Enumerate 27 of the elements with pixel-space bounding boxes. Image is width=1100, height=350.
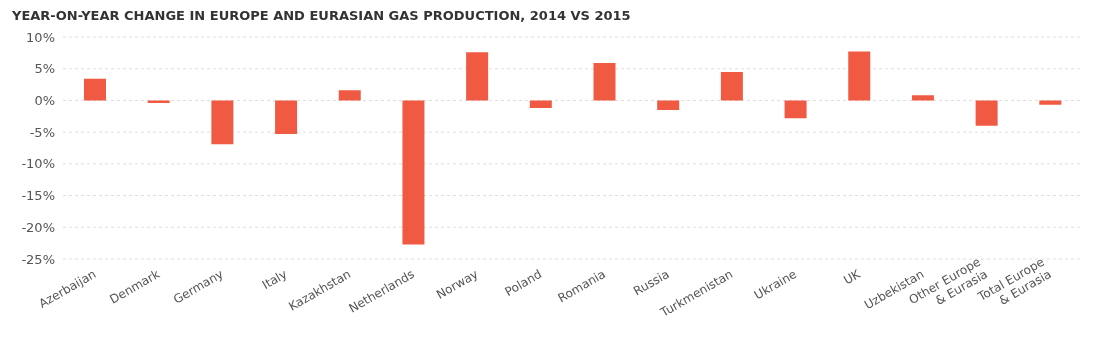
- y-tick-label: 5%: [34, 61, 55, 77]
- bar: [593, 63, 616, 101]
- bar: [784, 100, 807, 119]
- chart-title: YEAR-ON-YEAR CHANGE IN EUROPE AND EURASIAN GAS PRODUCTION, 2014 VS 2015: [11, 8, 632, 25]
- x-tick-label: Italy: [259, 266, 290, 293]
- bar: [84, 78, 106, 101]
- bar: [275, 100, 298, 135]
- x-tick-label: UK: [841, 266, 864, 288]
- bar: [529, 100, 552, 109]
- bar: [657, 100, 680, 110]
- y-tick-label: -10%: [21, 156, 55, 172]
- bar: [720, 71, 743, 101]
- bar: [911, 95, 934, 101]
- bar: [338, 90, 361, 101]
- y-tick-label: -20%: [21, 219, 55, 235]
- bar: [402, 100, 425, 245]
- bar: [848, 51, 871, 101]
- bar: [1039, 100, 1062, 105]
- bar: [975, 100, 998, 126]
- bar: [147, 100, 170, 103]
- y-tick-label: -25%: [21, 251, 55, 267]
- y-tick-label: 10%: [26, 29, 55, 45]
- bar: [466, 52, 489, 101]
- bar: [211, 100, 234, 145]
- y-tick-label: 0%: [34, 93, 55, 109]
- y-tick-label: -5%: [29, 124, 55, 140]
- y-tick-label: -15%: [21, 188, 55, 204]
